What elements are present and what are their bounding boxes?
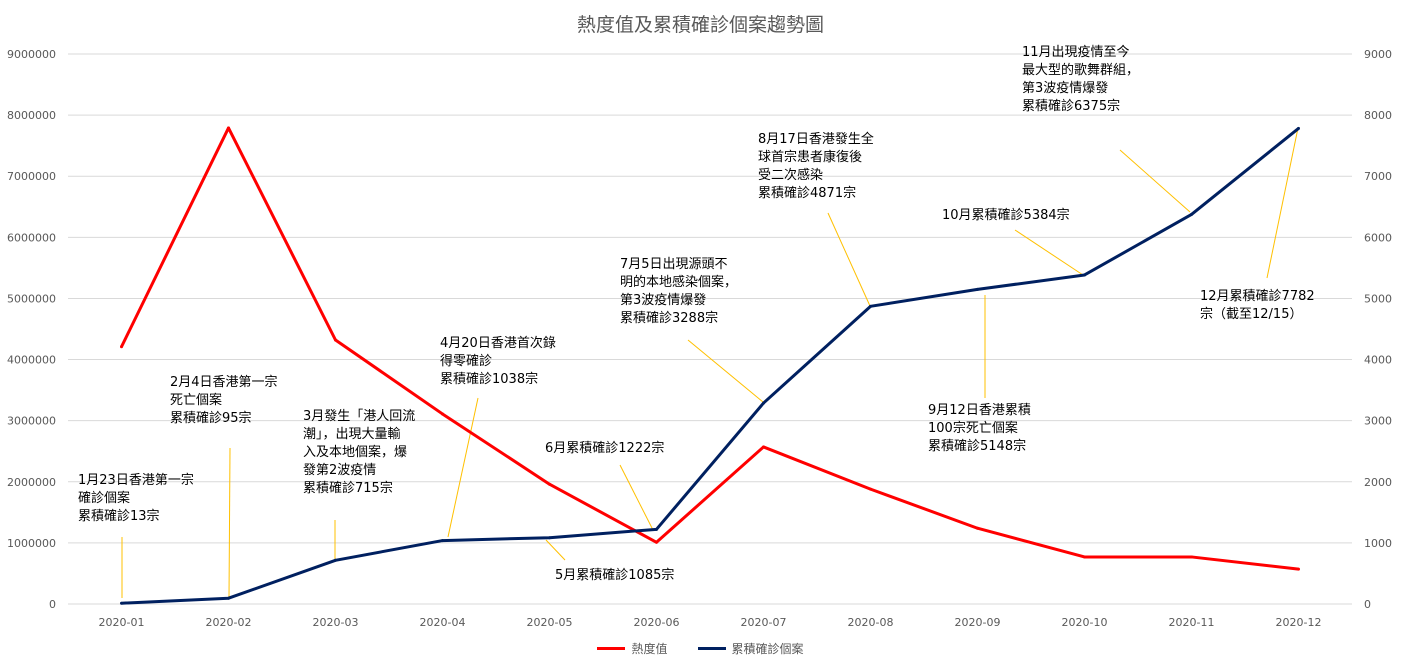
x-tick-label: 2020-10 [1062,616,1108,629]
annotation-jul: 7月5日出現源頭不 明的本地感染個案， 第3波疫情爆發 累積確診3288宗 [620,257,738,326]
data-point-heat [548,482,551,486]
y-right-tick-label: 6000 [1364,231,1392,244]
annotation-leader-line [687,339,764,403]
y-left-tick-label: 3000000 [7,415,56,428]
data-point-heat [120,345,123,349]
legend-swatch-cases [697,647,726,650]
x-tick-label: 2020-03 [313,616,359,629]
annotation-leader-line [1014,229,1084,276]
series-line-heat [120,126,1299,571]
x-tick-label: 2020-11 [1169,616,1215,629]
data-point-cases [334,558,337,562]
data-point-heat [762,445,765,449]
data-point-heat [976,526,979,530]
y-right-tick-label: 7000 [1364,170,1392,183]
annotation-feb: 2月4日香港第一宗 死亡個案 累積確診95宗 [170,375,278,426]
x-tick-label: 2020-06 [634,616,680,629]
x-tick-label: 2020-08 [848,616,894,629]
data-point-heat [441,412,444,416]
data-point-heat [655,540,658,544]
legend-label-cases: 累積確診個案 [731,642,804,656]
annotation-leader-line [447,397,479,538]
data-point-cases [1297,126,1300,130]
annotation-sep: 9月12日香港累積 100宗死亡個案 累積確診5148宗 [928,403,1031,454]
y-right-tick-label: 3000 [1364,415,1392,428]
series-line-cases [121,127,1300,605]
y-left-tick-label: 0 [49,598,56,611]
annotation-leader-line [1266,127,1299,279]
y-right-tick-label: 2000 [1364,476,1392,489]
data-point-heat [1083,555,1086,559]
x-tick-label: 2020-02 [206,616,252,629]
y-left-tick-label: 1000000 [7,537,56,550]
legend-item-cases: 累積確診個案 [697,640,804,657]
annotation-leader-line [1119,149,1191,213]
legend-item-heat: 熱度值 [597,640,668,657]
x-tick-label: 2020-09 [955,616,1001,629]
data-point-heat [869,487,872,491]
y-left-tick-label: 7000000 [7,170,56,183]
annotation-mar: 3月發生「港人回流 潮」，出現大量輸 入及本地個案，爆 發第2波疫情 累積確診7… [303,409,416,496]
y-left-tick-label: 9000000 [7,48,56,61]
data-point-heat [1190,555,1193,559]
annotation-apr: 4月20日香港首次錄 得零確診 累積確診1038宗 [440,336,556,387]
annotation-leader-line [619,464,654,531]
data-point-cases [227,596,230,600]
y-right-tick-label: 1000 [1364,537,1392,550]
x-tick-label: 2020-07 [741,616,787,629]
annotation-dec: 12月累積確診7782 宗（截至12/15） [1200,289,1315,322]
data-point-cases [976,287,979,291]
data-point-cases [869,304,872,308]
data-point-heat [227,126,230,130]
y-right-tick-label: 5000 [1364,292,1392,305]
annotation-leader-line [827,212,871,307]
annotation-aug: 8月17日香港發生全 球首宗患者康復後 受二次感染 累積確診4871宗 [758,132,874,201]
data-point-cases [762,401,765,405]
annotation-leader-line [228,447,231,599]
data-point-cases [655,527,658,531]
y-left-tick-label: 8000000 [7,109,56,122]
y-left-tick-label: 6000000 [7,231,56,244]
x-tick-label: 2020-12 [1276,616,1322,629]
x-tick-label: 2020-01 [99,616,145,629]
legend: 熱度值 累積確診個案 [0,640,1401,657]
y-left-tick-label: 2000000 [7,476,56,489]
annotation-jan: 1月23日香港第一宗 確診個案 累積確診13宗 [78,473,194,524]
legend-label-heat: 熱度值 [631,642,668,656]
chart-title: 熱度值及累積確診個案趨勢圖 [576,14,824,36]
data-point-cases [1190,212,1193,216]
data-point-cases [120,601,123,605]
x-tick-label: 2020-04 [420,616,466,629]
y-right-tick-label: 4000 [1364,354,1392,367]
x-tick-label: 2020-05 [527,616,573,629]
annotation-leader-line [545,539,566,561]
y-left-tick-label: 5000000 [7,292,56,305]
data-point-cases [1083,273,1086,277]
legend-swatch-heat [597,647,626,650]
annotation-oct: 10月累積確診5384宗 [942,208,1070,223]
annotation-nov: 11月出現疫情至今 最大型的歌舞群組， 第3波疫情爆發 累積確診6375宗 [1022,45,1140,114]
y-right-tick-label: 9000 [1364,48,1392,61]
y-right-tick-label: 0 [1364,598,1371,611]
data-point-heat [334,338,337,342]
y-right-tick-label: 8000 [1364,109,1392,122]
data-point-cases [441,539,444,543]
data-point-heat [1297,567,1300,571]
annotation-may: 5月累積確診1085宗 [555,568,675,583]
data-point-cases [548,536,551,540]
annotation-jun: 6月累積確診1222宗 [545,441,665,456]
y-left-tick-label: 4000000 [7,354,56,367]
